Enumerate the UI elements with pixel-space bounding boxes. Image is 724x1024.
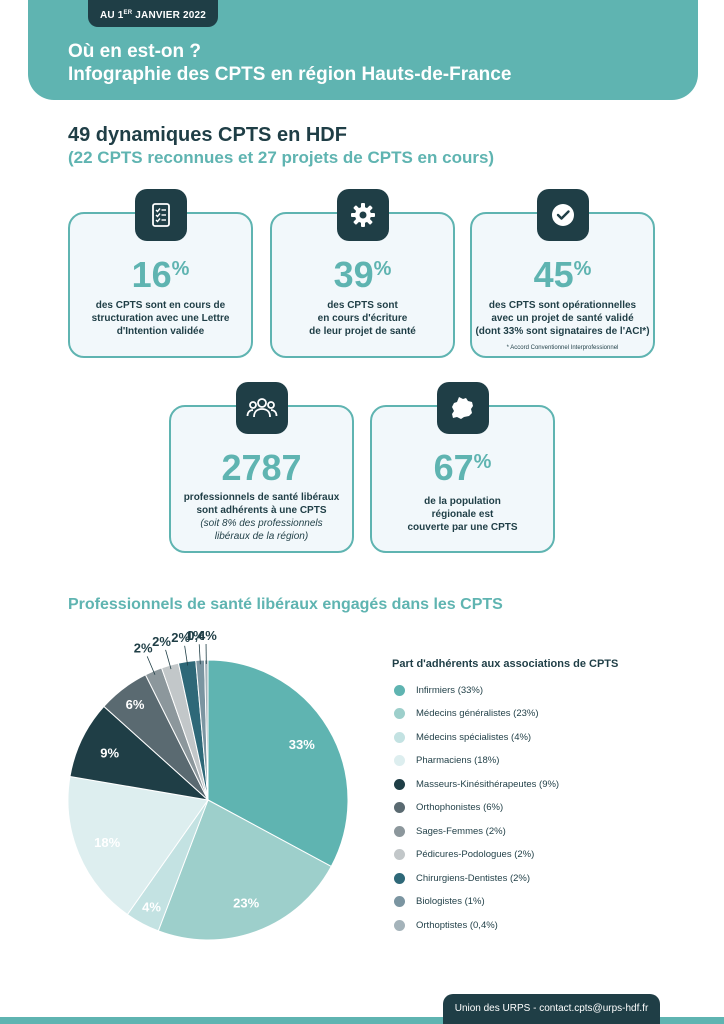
legend-label: Infirmiers (33%) [416,684,484,696]
legend-label: Orthoptistes (0,4%) [416,919,498,931]
legend-swatch [394,896,405,907]
legend-swatch [394,778,405,790]
stat-value: 67% [433,447,492,488]
legend-item: Biologistes (1%) [394,895,485,909]
pie-slice-label: 4% [142,899,161,914]
pie-chart: 33%23%4%18%9%6%2% 2% 2%1%0,4% [67,628,349,941]
pie-slice-label: 9% [100,745,119,760]
date-prefix: AU 1 [99,10,124,21]
stat-value: 45% [533,254,592,295]
legend-swatch [394,731,405,743]
legend-label: Orthophonistes (6%) [416,802,504,813]
stat-card-population: 67% de la population régionale est couvert… [370,382,555,553]
legend-title: Part d'adhérents aux associations de CPT… [392,658,619,670]
legend-swatch [394,802,405,813]
pie-slice [157,799,332,941]
region-map-icon [436,382,489,434]
stat-description: des CPTS sont en cours de structuration a… [91,300,230,337]
stat-description-italic: (soit 8% des professionnels libéraux de l… [200,518,323,542]
pie-slice-label: 2% [134,640,153,655]
footer-line [0,1017,724,1024]
pie-slice-label: 18% [94,835,120,850]
legend-swatch [394,684,405,696]
stat-card-letter-intention: 16% des CPTS sont en cours de structurati… [68,189,253,358]
stat-description: des CPTS sont en cours d'écriture de leur … [309,300,416,337]
stat-value: 16% [131,254,190,295]
header-banner: AU 1ER JANVIER 2022 Où en est-on ? Infog… [28,0,698,100]
checklist-icon [134,189,187,241]
legend-swatch [394,919,405,931]
gear-icon [336,189,389,241]
pie-leader-line [165,649,172,670]
stat-description: de la population régionale est couverte pa… [407,496,518,533]
pie-slice-label: 2% [152,634,171,649]
pie-leader-line [146,656,156,675]
stat-footnote: * Accord Conventionnel Interprofessionne… [506,345,619,351]
pie-leader-line [184,645,189,666]
legend-item: Médecins généralistes (23%) [394,707,539,721]
people-group-icon [235,382,288,434]
legend-item: Chirurgiens-Dentistes (2%) [394,871,530,885]
legend-swatch [394,849,405,860]
pie-slice [67,775,209,916]
legend-label: Médecins spécialistes (4%) [416,731,532,743]
legend-label: Masseurs-Kinésithérapeutes (9%) [416,778,560,790]
stat-card-professionals: 2787 professionnels de santé libéraux son… [169,382,354,553]
stat-description: des CPTS sont opérationnelles avec un pro… [475,300,650,337]
legend-swatch [394,708,405,719]
pie-slice-label: 23% [233,895,259,910]
legend-label: Biologistes (1%) [416,896,485,907]
date-suffix: JANVIER 2022 [132,10,207,21]
legend-swatch [394,755,405,766]
pie-slice-label: 6% [126,697,145,712]
legend-label: Chirurgiens-Dentistes (2%) [416,872,531,884]
legend-item: Masseurs-Kinésithérapeutes (9%) [394,777,559,791]
stat-value: 39% [333,254,392,295]
date-sup: ER [123,10,133,16]
legend-item: Médecins spécialistes (4%) [394,730,531,744]
title-line-1: Où en est-on ? [68,41,201,62]
pie-leader-line [198,644,201,665]
pie-slice-label: 1% [186,628,205,643]
legend-item: Orthophonistes (6%) [394,801,503,815]
pie-slice-label: 33% [289,737,315,752]
stat-card-writing-project: 39% des CPTS sont en cours d'écriture de l… [270,189,455,358]
summary-subtitle: (22 CPTS reconnues et 27 projets de CPTS… [68,148,495,167]
legend-item: Infirmiers (33%) [394,683,483,697]
legend-label: Médecins généralistes (23%) [416,708,539,719]
legend-label: Pédicures-Podologues (2%) [416,849,535,860]
legend-item: Sages-Femmes (2%) [394,824,506,838]
page-title: Où en est-on ? Infographie des CPTS en r… [68,40,511,86]
summary-title: 49 dynamiques CPTS en HDF [68,124,347,146]
legend-label: Pharmaciens (18%) [416,755,500,766]
pie-slice [207,659,349,868]
legend-item: Pharmaciens (18%) [394,754,499,768]
pie-slice-label: 0,4% [187,628,217,643]
pie-section-title: Professionnels de santé libéraux engagés… [68,596,503,613]
stat-card-operational: 45% des CPTS sont opérationnelles avec un… [470,189,655,358]
date-tab: AU 1ER JANVIER 2022 [88,0,218,27]
legend-item: Pédicures-Podologues (2%) [394,848,534,862]
legend-swatch [394,872,405,884]
stat-value: 2787 [221,447,302,488]
footer-contact: Union des URPS - contact.cpts@urps-hdf.f… [443,994,660,1024]
pie-slice-label: 2% [171,630,190,645]
stat-description: professionnels de santé libéraux sont adh… [183,492,340,516]
legend-item: Orthoptistes (0,4%) [394,918,498,932]
title-line-2: Infographie des CPTS en région Hauts-de-… [68,64,512,85]
legend-swatch [394,825,405,837]
legend-label: Sages-Femmes (2%) [416,825,506,837]
check-circle-icon [536,189,589,241]
